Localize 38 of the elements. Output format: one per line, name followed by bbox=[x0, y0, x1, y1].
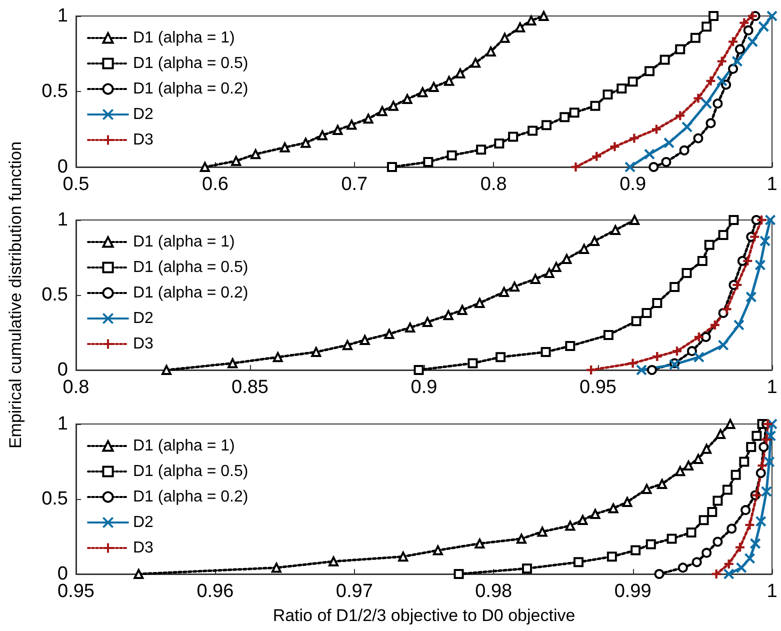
x-tick-label: 0.97 bbox=[336, 581, 373, 602]
legend-label: D1 (alpha = 0.2) bbox=[133, 284, 248, 302]
x-tick-label: 0.95 bbox=[580, 377, 616, 398]
legend-label: D1 (alpha = 1) bbox=[133, 234, 235, 250]
x-tick-label: 1 bbox=[766, 174, 778, 195]
x-tick-label: 0.98 bbox=[475, 581, 512, 602]
x-tick-label: 0.6 bbox=[202, 174, 228, 195]
x-tick-label: 1 bbox=[766, 377, 778, 398]
x-tick-label: 0.9 bbox=[620, 174, 646, 195]
legend-label: D1 (alpha = 0.2) bbox=[133, 488, 248, 506]
legend-label: D1 (alpha = 0.5) bbox=[133, 55, 248, 72]
x-tick-label: 0.85 bbox=[232, 377, 268, 398]
legend-label: D2 bbox=[133, 310, 154, 327]
y-tick-label: 0.5 bbox=[42, 488, 68, 510]
x-tick-label: 0.7 bbox=[341, 174, 368, 195]
legend-label: D1 (alpha = 1) bbox=[133, 30, 235, 46]
legend-label: D3 bbox=[133, 336, 154, 352]
x-tick-label: 0.9 bbox=[410, 377, 438, 398]
y-tick-label: 1 bbox=[57, 6, 68, 26]
legend-label: D3 bbox=[133, 540, 154, 556]
x-tick-label: 0.96 bbox=[196, 581, 234, 602]
legend-label: D1 (alpha = 1) bbox=[133, 438, 235, 454]
y-tick-label: 0.5 bbox=[42, 81, 68, 102]
y-tick-label: 0 bbox=[57, 156, 68, 178]
y-tick-label: 1 bbox=[57, 414, 68, 434]
legend-label: D2 bbox=[133, 106, 154, 123]
legend-label: D2 bbox=[133, 514, 154, 531]
x-axis-title: Ratio of D1/2/3 objective to D0 objective bbox=[272, 606, 576, 625]
x-tick-label: 0.8 bbox=[480, 174, 507, 195]
y-axis-title: Empirical cumulative distribution function bbox=[6, 141, 25, 449]
legend-label: D3 bbox=[133, 132, 154, 148]
y-tick-label: 0.5 bbox=[42, 284, 68, 306]
x-tick-label: 0.99 bbox=[614, 581, 652, 602]
legend-label: D1 (alpha = 0.5) bbox=[133, 463, 248, 480]
legend-label: D1 (alpha = 0.2) bbox=[133, 80, 248, 98]
legend-label: D1 (alpha = 0.5) bbox=[133, 259, 248, 276]
x-tick-label: 1 bbox=[766, 581, 778, 602]
y-tick-label: 1 bbox=[57, 210, 68, 230]
